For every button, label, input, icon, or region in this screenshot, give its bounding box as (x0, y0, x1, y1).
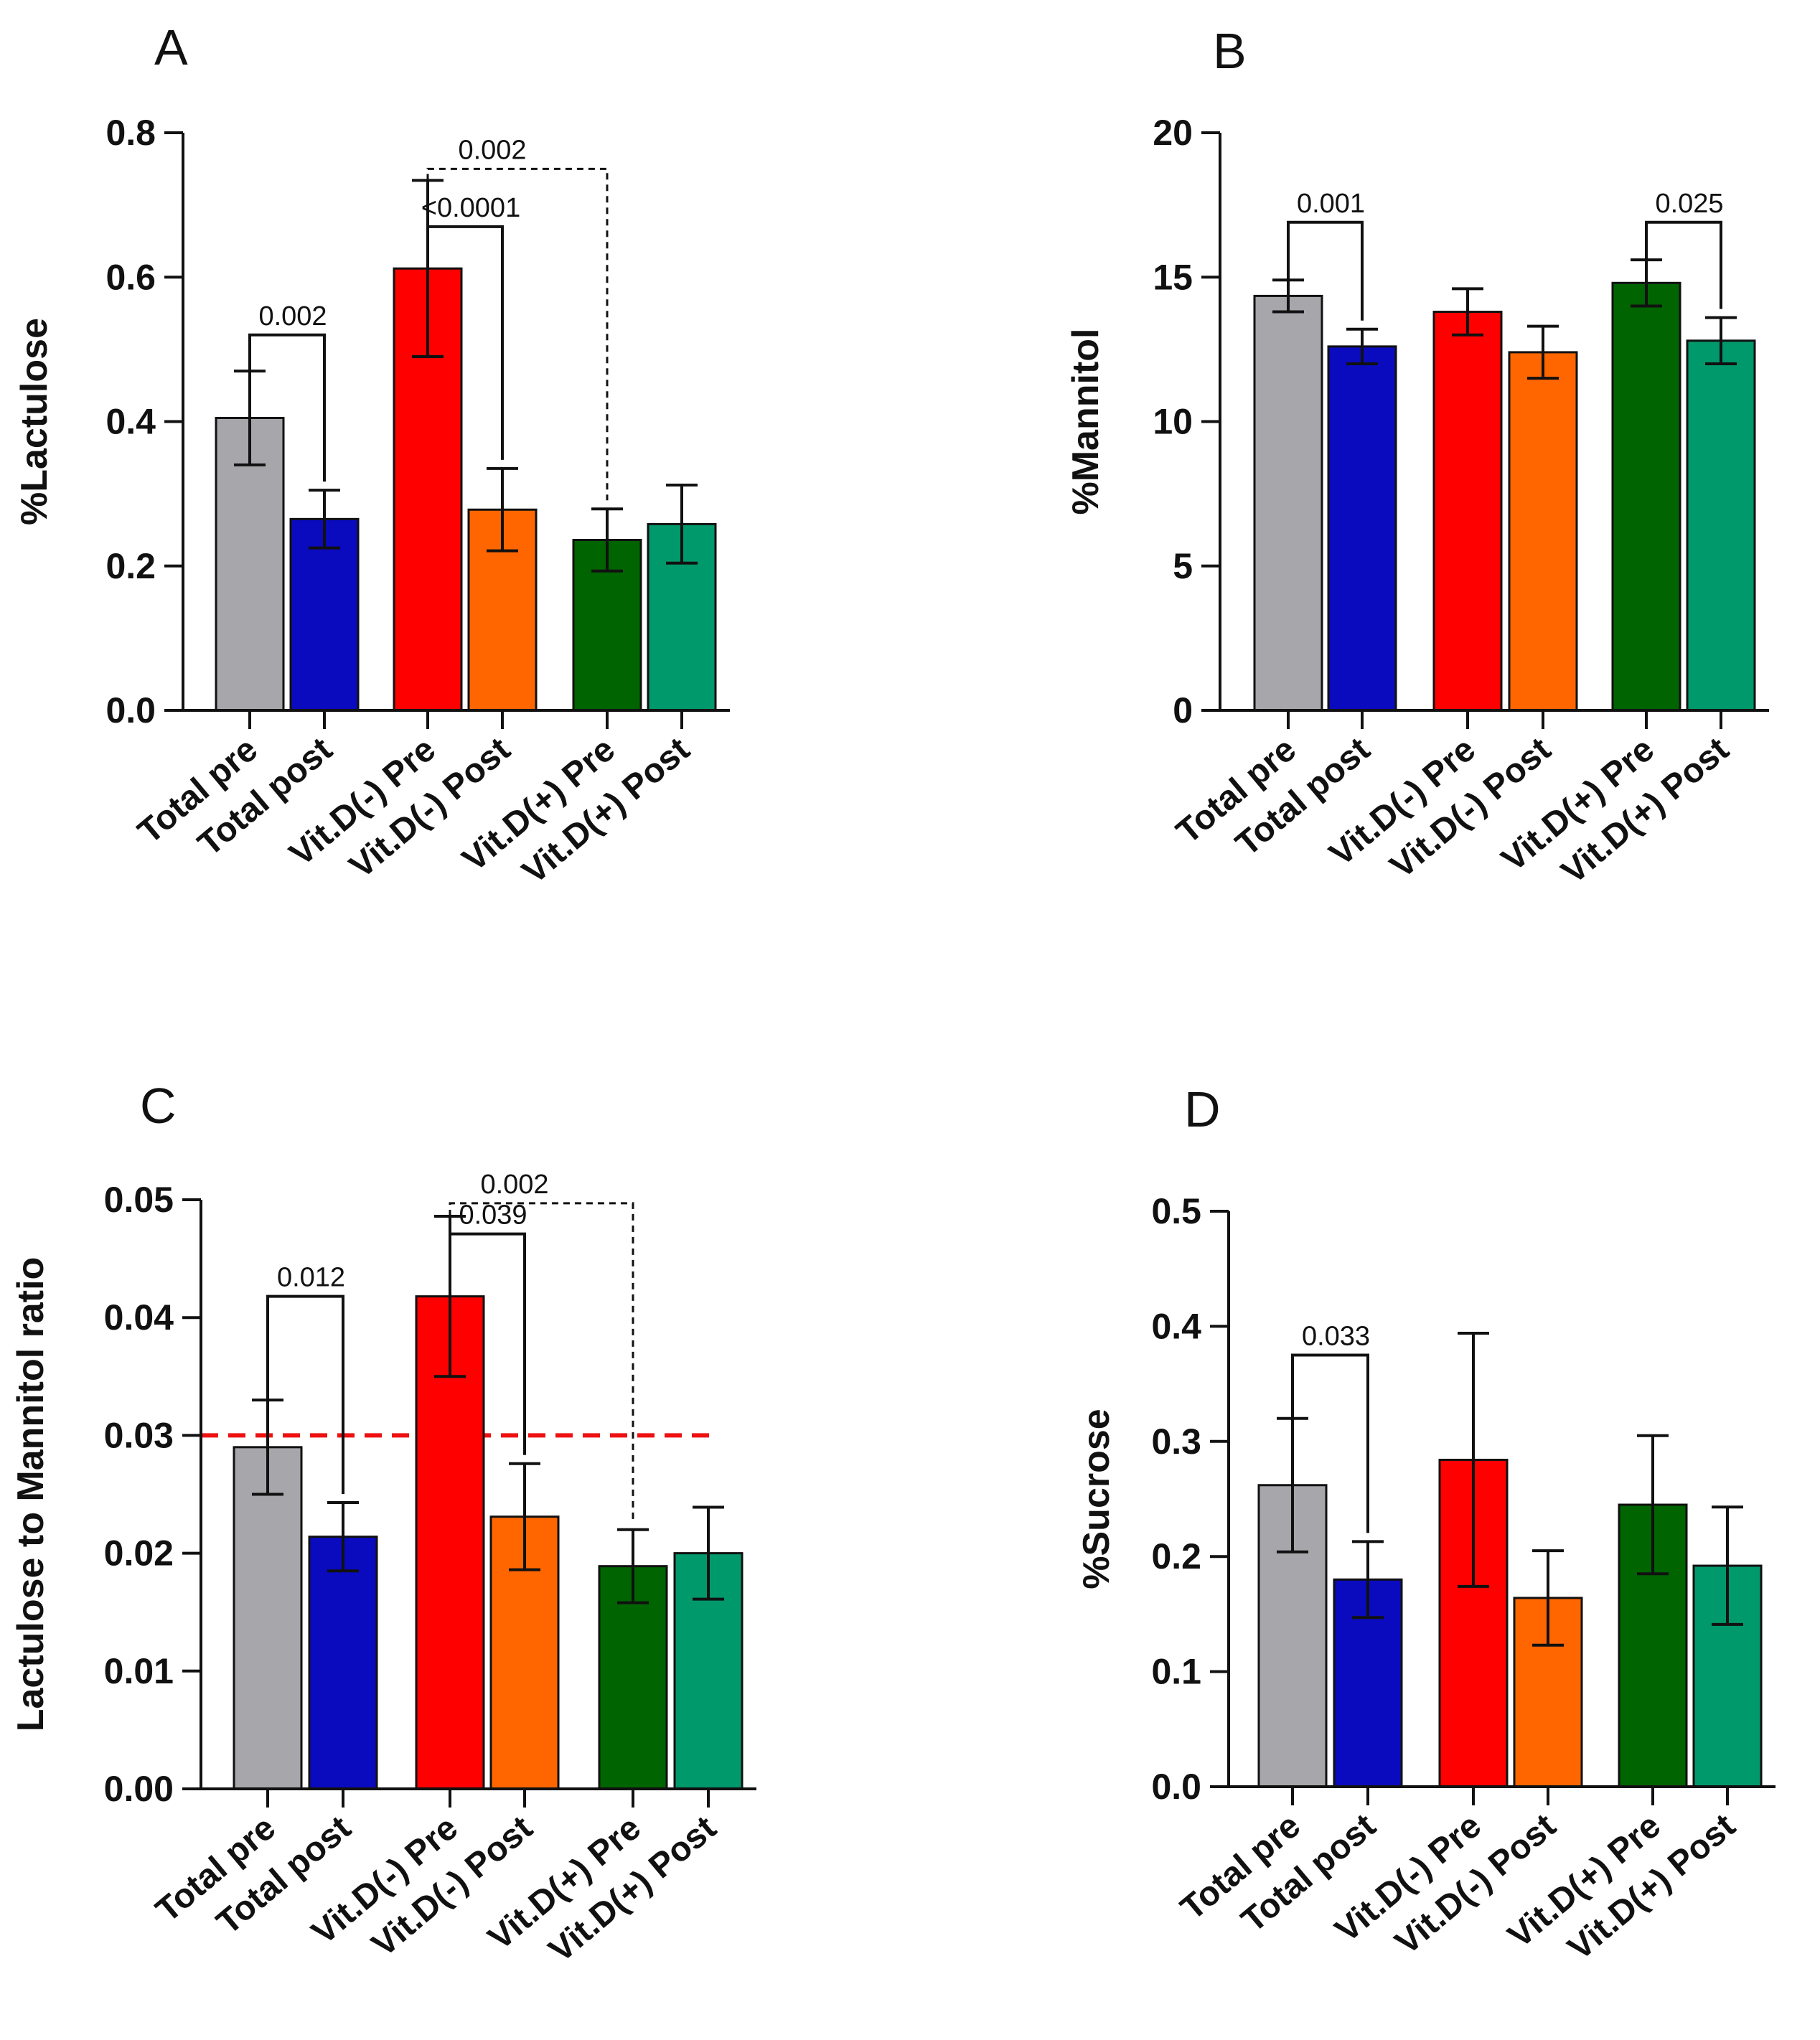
significance-bracket (449, 1216, 526, 1455)
significance-bracket (1287, 220, 1364, 321)
significance-bracket (426, 180, 504, 460)
y-tick-label: 0.0 (1151, 1767, 1201, 1807)
significance-bracket (426, 167, 609, 501)
y-tick-label: 0.2 (1151, 1536, 1201, 1576)
significance-label: 0.012 (277, 1263, 345, 1293)
y-tick-label: 5 (1173, 546, 1193, 586)
panel-letter: C (140, 1078, 177, 1134)
y-tick-label: 0.8 (105, 113, 156, 153)
significance-label: 0.001 (1297, 189, 1365, 219)
y-tick-label: 0.04 (104, 1297, 174, 1338)
panel-letter: B (1213, 23, 1247, 79)
y-tick-label: 0.01 (104, 1651, 174, 1691)
bar (1327, 345, 1397, 712)
significance-label: 0.002 (458, 135, 526, 165)
significance-label: 0.025 (1655, 189, 1723, 219)
y-tick-label: 15 (1153, 257, 1193, 297)
significance-bracket (266, 1294, 344, 1494)
bar (233, 1446, 303, 1790)
y-tick-label: 0.03 (104, 1415, 174, 1455)
bar (1686, 339, 1756, 712)
significance-bracket (1291, 1353, 1369, 1533)
y-tick-label: 0.1 (1151, 1652, 1201, 1692)
bar (308, 1536, 378, 1790)
y-tick-label: 0.4 (1151, 1306, 1201, 1346)
y-axis-title: Lactulose to Mannitol ratio (10, 1257, 52, 1732)
y-tick-label: 0.6 (105, 257, 156, 297)
panel-letter: D (1184, 1081, 1221, 1137)
bar (1611, 281, 1681, 712)
chart-panel-A: A %Lactulose 0.002 <0.0001 0.002 0.0 0.2 0.4 0.6… (14, 19, 730, 891)
bar (1253, 294, 1323, 712)
y-axis-title: %Lactulose (14, 318, 55, 525)
significance-bracket (248, 333, 326, 482)
bar (415, 1295, 485, 1790)
significance-label: 0.039 (459, 1200, 527, 1231)
y-tick-label: 0.0 (105, 690, 156, 730)
significance-label: 0.033 (1302, 1322, 1370, 1352)
y-tick-label: 0.00 (104, 1769, 174, 1809)
y-tick-label: 0 (1173, 690, 1193, 730)
bar (289, 517, 360, 712)
panel-letter: A (154, 19, 188, 75)
y-axis-title: %Mannitol (1065, 329, 1107, 515)
significance-label: <0.0001 (421, 193, 520, 223)
bar (467, 508, 538, 712)
y-tick-label: 0.5 (1151, 1191, 1201, 1231)
bar (1432, 311, 1503, 712)
y-tick-label: 20 (1153, 113, 1193, 153)
significance-bracket (1645, 220, 1722, 309)
y-tick-label: 0.02 (104, 1533, 174, 1574)
y-tick-label: 0.2 (105, 546, 156, 586)
bar (215, 416, 285, 712)
significance-label: 0.002 (480, 1170, 548, 1200)
bar (1257, 1484, 1328, 1788)
bar (1508, 351, 1578, 712)
y-tick-label: 0.3 (1151, 1421, 1201, 1462)
significance-label: 0.002 (258, 301, 327, 332)
y-tick-label: 10 (1153, 402, 1193, 442)
y-axis-title: %Sucrose (1076, 1409, 1117, 1589)
y-tick-label: 0.05 (104, 1180, 174, 1220)
significance-bracket (449, 1202, 634, 1521)
y-tick-label: 0.4 (105, 402, 156, 442)
